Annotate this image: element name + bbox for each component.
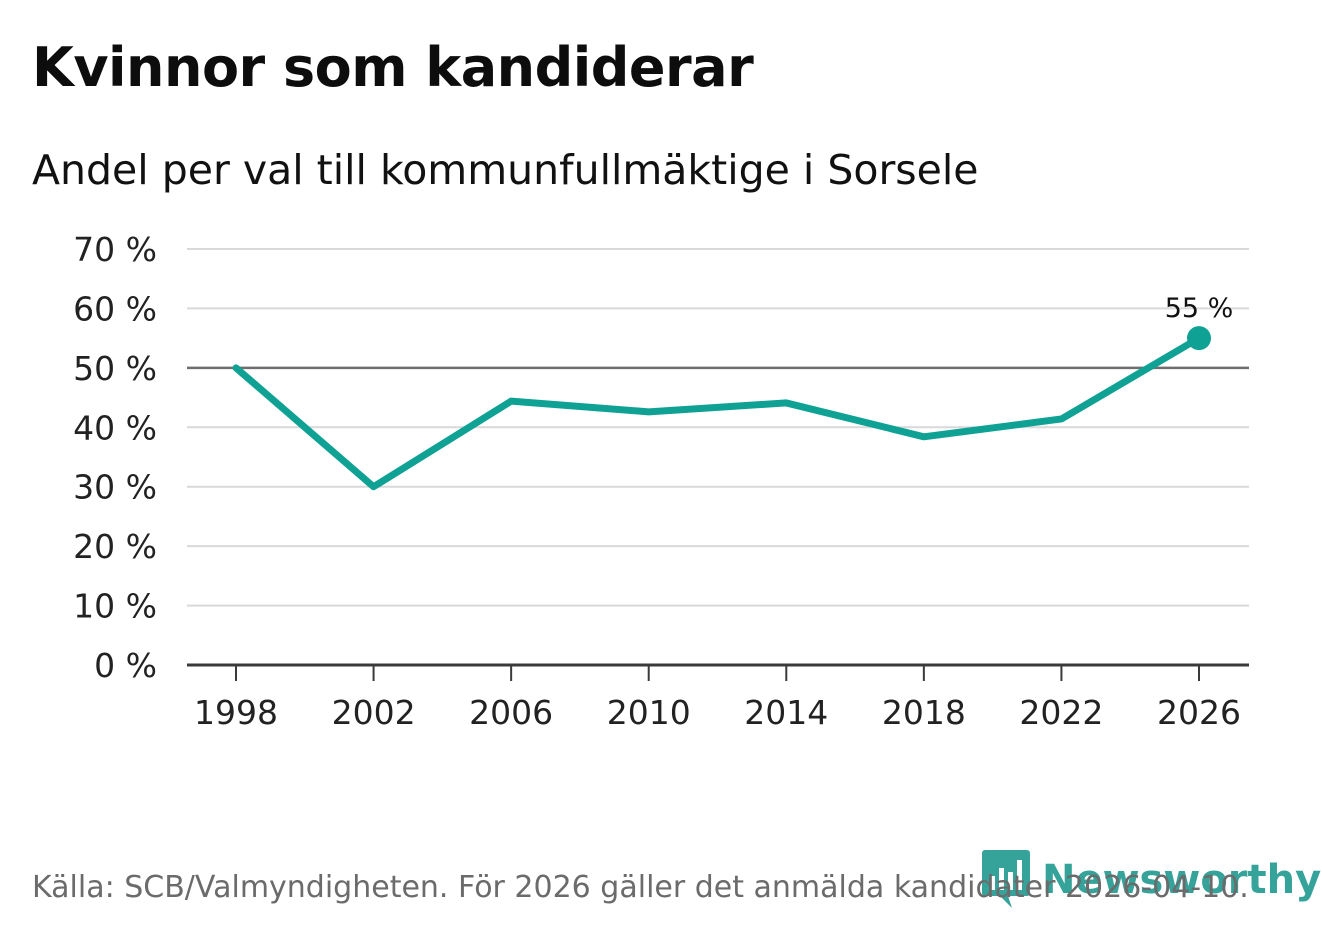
y-tick-label-40: 40 % [73, 408, 157, 447]
x-tick-label-2022: 2022 [1019, 693, 1103, 732]
x-tick-label-2026: 2026 [1157, 693, 1241, 732]
x-tick-label-2006: 2006 [469, 693, 553, 732]
chart-title: Kvinnor som kandiderar [32, 36, 754, 99]
y-tick-label-20: 20 % [73, 527, 157, 566]
y-tick-label-0: 0 % [94, 646, 157, 685]
x-tick-label-2002: 2002 [332, 693, 416, 732]
bar-chart-icon [982, 850, 1030, 908]
gridlines [187, 248, 1249, 607]
series-layer [232, 326, 1211, 491]
y-tick-labels: 0 % 10 % 20 % 30 % 40 % 50 % 60 % 70 % [73, 230, 157, 685]
axes [187, 663, 1249, 681]
data-label-2026: 55 % [1165, 293, 1234, 324]
chart-subtitle: Andel per val till kommunfullmäktige i S… [32, 146, 979, 194]
y-tick-label-60: 60 % [73, 289, 157, 328]
source-note: Källa: SCB/Valmyndigheten. För 2026 gäll… [32, 870, 1249, 905]
y-tick-label-30: 30 % [73, 468, 157, 507]
x-tick-label-1998: 1998 [194, 693, 278, 732]
endpoint-marker-2026 [1187, 326, 1211, 351]
y-tick-label-10: 10 % [73, 587, 157, 626]
y-tick-label-70: 70 % [73, 230, 157, 269]
x-tick-label-2018: 2018 [882, 693, 966, 732]
y-tick-label-50: 50 % [73, 349, 157, 388]
x-tick-label-2014: 2014 [744, 693, 828, 732]
newsworthy-logo: Newsworthy [982, 850, 1321, 910]
x-tick-label-2010: 2010 [607, 693, 691, 732]
x-tick-labels: 1998 2002 2006 2010 2014 2018 2022 2026 [194, 693, 1241, 732]
series-line-0 [232, 334, 1203, 491]
brand-name: Newsworthy [1042, 857, 1322, 903]
data-labels: 55 % [1165, 293, 1234, 324]
